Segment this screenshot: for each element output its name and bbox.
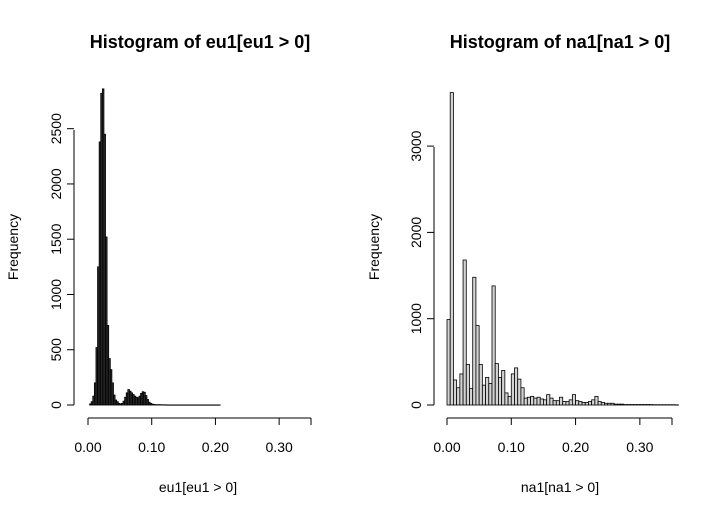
histogram-bar — [446, 319, 451, 406]
histogram-bar — [549, 397, 554, 406]
histogram-bar — [607, 402, 612, 406]
y-axis-ticks: 0 1000 2000 3000 — [408, 130, 434, 409]
x-tick-label: 0.00 — [433, 439, 460, 455]
histogram-bar — [578, 401, 583, 406]
chart-title: Histogram of eu1[eu1 > 0] — [90, 32, 311, 52]
histogram-bar — [610, 402, 615, 406]
histogram-bar — [469, 388, 474, 406]
x-axis-ticks: 0.00 0.10 0.20 0.30 — [74, 418, 312, 455]
y-tick-label: 1000 — [408, 303, 424, 334]
histogram-bar — [562, 401, 567, 406]
histogram-bar — [588, 401, 593, 406]
x-tick-label: 0.20 — [562, 439, 589, 455]
histogram-bar — [520, 387, 525, 406]
histogram-panel-eu1: Histogram of eu1[eu1 > 0] 0 500 1000 1500 20… — [5, 32, 312, 495]
histogram-bar — [472, 276, 477, 406]
histogram-bar — [536, 396, 541, 406]
histogram-bar — [526, 396, 531, 406]
histogram-bar — [485, 376, 490, 406]
y-tick-label: 1500 — [48, 223, 64, 254]
x-tick-label: 0.30 — [266, 439, 293, 455]
histogram-bar — [478, 364, 483, 406]
x-axis-label: eu1[eu1 > 0] — [159, 479, 237, 495]
histogram-bar — [481, 384, 486, 406]
histogram-bar — [597, 401, 602, 406]
x-axis-ticks: 0.00 0.10 0.20 0.30 — [433, 418, 673, 455]
histogram-bar — [465, 364, 470, 406]
y-tick-label: 2000 — [48, 168, 64, 199]
histogram-bar — [539, 398, 544, 406]
bars-group — [89, 88, 221, 406]
x-tick-label: 0.20 — [202, 439, 229, 455]
y-tick-label: 1000 — [48, 279, 64, 310]
histogram-bar — [565, 401, 570, 406]
y-tick-label: 0 — [408, 401, 424, 409]
histogram-bar — [575, 400, 580, 406]
histogram-bar — [105, 236, 108, 406]
histogram-bar — [613, 403, 618, 406]
histogram-bar — [507, 395, 512, 406]
histogram-bar — [620, 403, 625, 406]
x-tick-label: 0.10 — [138, 439, 165, 455]
histogram-bar — [459, 373, 464, 406]
histogram-bar — [453, 379, 458, 406]
histogram-bar — [571, 394, 576, 406]
histogram-bar — [555, 400, 560, 406]
histogram-panel-na1: Histogram of na1[na1 > 0] 0100020003000 … — [366, 32, 679, 495]
histogram-bar — [491, 285, 496, 406]
histogram-bar — [552, 400, 557, 406]
histogram-bar — [568, 399, 573, 406]
y-tick-label: 3000 — [408, 130, 424, 161]
histogram-bar — [462, 259, 467, 406]
histogram-bar — [475, 325, 480, 406]
x-axis-label: na1[na1 > 0] — [521, 479, 599, 495]
histogram-bar — [504, 392, 509, 406]
histogram-bar — [600, 402, 605, 406]
histogram-bar — [559, 396, 564, 406]
y-tick-label: 0 — [48, 401, 64, 409]
histogram-bar — [616, 403, 621, 406]
histogram-bar — [494, 363, 499, 406]
histogram-bar — [514, 367, 519, 406]
histogram-bar — [584, 402, 589, 406]
histogram-bar — [456, 387, 461, 406]
histogram-bar — [523, 397, 528, 406]
x-tick-label: 0.00 — [74, 439, 101, 455]
x-tick-label: 0.30 — [626, 439, 653, 455]
bars-group — [446, 92, 679, 406]
histogram-bar — [591, 399, 596, 406]
histogram-bar — [546, 394, 551, 406]
histogram-bar — [533, 397, 538, 406]
chart-title: Histogram of na1[na1 > 0] — [450, 32, 671, 52]
histogram-bar — [510, 373, 515, 406]
y-tick-label: 500 — [48, 338, 64, 362]
histogram-bar — [111, 382, 114, 406]
histogram-bar — [594, 395, 599, 406]
histogram-bar — [501, 370, 506, 406]
histogram-bar — [488, 383, 493, 406]
histogram-bar — [581, 402, 586, 406]
y-tick-label: 2000 — [408, 217, 424, 248]
histogram-bar — [498, 376, 503, 406]
y-tick-label: 2500 — [48, 113, 64, 144]
x-tick-label: 0.10 — [498, 439, 525, 455]
histogram-bar — [517, 378, 522, 406]
histogram-bar — [543, 399, 548, 406]
histogram-bar — [449, 92, 454, 406]
y-axis-label: Frequency — [5, 214, 21, 280]
y-axis-ticks: 0 500 1000 1500 2000 2500 — [48, 113, 74, 409]
histogram-bar — [530, 395, 535, 406]
y-axis-label: Frequency — [366, 214, 382, 280]
histogram-bar — [604, 402, 609, 406]
